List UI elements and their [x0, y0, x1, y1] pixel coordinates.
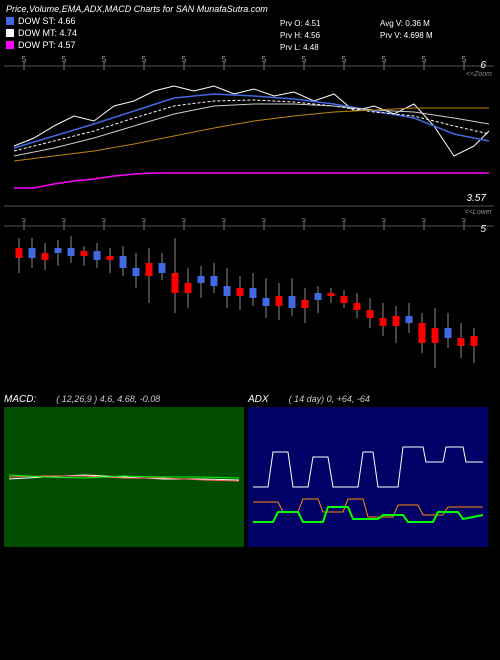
svg-text:5: 5 [102, 218, 106, 224]
svg-text:6: 6 [480, 60, 486, 71]
adx-panel: ADX ( 14 day) 0, +64, -64 [248, 392, 488, 547]
adx-info: ( 14 day) 0, +64, -64 [289, 394, 370, 405]
svg-text:5: 5 [302, 218, 306, 224]
svg-text:5: 5 [222, 56, 227, 64]
svg-text:5: 5 [142, 56, 147, 64]
svg-text:5: 5 [262, 56, 267, 64]
macd-panel: MACD: ( 12,26,9 ) 4.6, 4.68, -0.08 [4, 392, 244, 547]
price-chart: 5 5 5 5 5 5 5 5 5 5 5 5 6 3.57 <<Zoom <<Lower [4, 56, 496, 216]
svg-text:5: 5 [462, 56, 467, 64]
legend-swatch [6, 29, 14, 37]
adx-label: ADX [248, 394, 269, 405]
svg-text:5: 5 [182, 56, 187, 64]
svg-text:5: 5 [222, 218, 226, 224]
legend-label: DOW MT: 4.74 [18, 28, 77, 38]
svg-text:3.57: 3.57 [467, 193, 487, 204]
svg-text:5: 5 [62, 218, 66, 224]
chart-title: Price,Volume,EMA,ADX,MACD Charts for SAN… [6, 4, 494, 14]
macd-label: MACD: [4, 394, 36, 405]
svg-text:5: 5 [22, 218, 26, 224]
svg-text:5: 5 [342, 56, 347, 64]
svg-text:5: 5 [480, 224, 486, 235]
macd-info: ( 12,26,9 ) 4.6, 4.68, -0.08 [56, 394, 160, 405]
legend-swatch [6, 41, 14, 49]
legend-swatch [6, 17, 14, 25]
svg-text:5: 5 [302, 56, 307, 64]
svg-text:<<Zoom: <<Zoom [466, 71, 492, 78]
svg-text:5: 5 [462, 218, 466, 224]
svg-text:5: 5 [62, 56, 67, 64]
svg-text:5: 5 [182, 218, 186, 224]
stats-avg: Avg V: 0.36 MPrv V: 4.698 M [380, 18, 433, 42]
svg-text:5: 5 [342, 218, 346, 224]
legend-label: DOW PT: 4.57 [18, 40, 76, 50]
candle-chart: 5 5 5 5 5 5 5 5 5 5 5 5 5 [4, 218, 496, 388]
svg-text:5: 5 [142, 218, 146, 224]
svg-text:5: 5 [382, 218, 386, 224]
svg-text:5: 5 [102, 56, 107, 64]
svg-text:5: 5 [22, 56, 27, 64]
svg-text:5: 5 [382, 56, 387, 64]
svg-text:<<Lower: <<Lower [465, 209, 493, 216]
svg-text:5: 5 [262, 218, 266, 224]
svg-text:5: 5 [422, 218, 426, 224]
legend-label: DOW ST: 4.66 [18, 16, 76, 26]
svg-text:5: 5 [422, 56, 427, 64]
